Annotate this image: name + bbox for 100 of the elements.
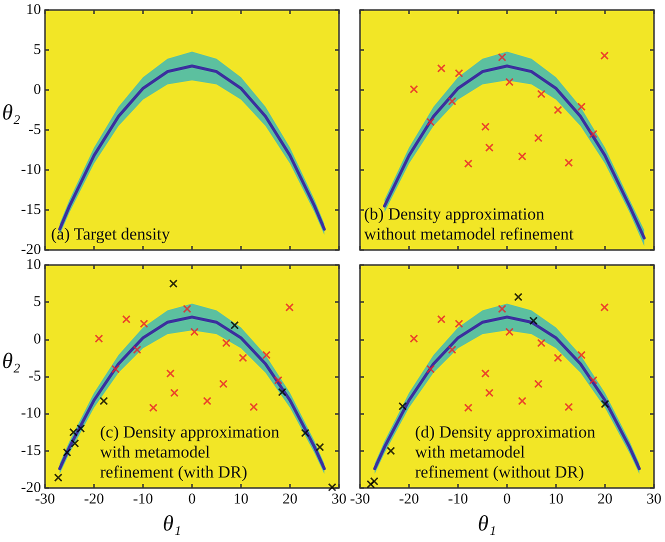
point	[100, 397, 108, 406]
y-tick-label: -15	[21, 202, 41, 218]
y-tick-label: 10	[26, 257, 41, 273]
point	[437, 64, 446, 72]
point	[166, 370, 174, 378]
point	[529, 316, 538, 325]
point	[554, 354, 562, 362]
point	[76, 424, 85, 433]
x-tick-label: -30	[350, 492, 370, 508]
point	[577, 102, 586, 111]
point	[554, 106, 562, 114]
point	[230, 321, 239, 330]
x-tick-label: -20	[399, 492, 419, 508]
point	[454, 69, 463, 78]
point	[589, 130, 598, 138]
point	[219, 380, 228, 388]
point	[398, 402, 407, 410]
y-tick-label: 0	[34, 82, 41, 98]
x-tick-label: 10	[548, 492, 564, 508]
point	[481, 122, 490, 131]
x-tick-label: -10	[133, 492, 153, 508]
point	[564, 402, 573, 411]
point	[63, 448, 72, 456]
y-tick-label: -10	[21, 162, 41, 178]
point	[70, 439, 79, 448]
point	[601, 400, 609, 408]
point	[316, 443, 324, 452]
point	[170, 388, 178, 397]
point	[112, 365, 120, 374]
y-tick-label: 0	[34, 331, 41, 348]
point	[133, 346, 142, 354]
annotation: (b) Density approximation without metamodel refinement	[364, 204, 574, 244]
point	[190, 328, 198, 336]
x-tick-label: 30	[646, 492, 662, 508]
point	[274, 376, 282, 384]
point	[537, 339, 546, 348]
point	[183, 304, 192, 313]
point	[464, 404, 472, 412]
point	[498, 53, 506, 62]
y-tick-label: 5	[34, 294, 41, 310]
y-tick-label: 5	[34, 42, 41, 58]
point	[505, 78, 514, 86]
point	[600, 52, 609, 60]
point	[448, 97, 456, 106]
y-tick-label: 10	[26, 2, 41, 18]
point	[301, 428, 310, 437]
y-tick-label: -15	[21, 442, 41, 459]
point	[410, 85, 418, 94]
point	[366, 480, 375, 488]
point	[448, 346, 456, 354]
point	[534, 380, 542, 388]
x-tick-label: 30	[332, 492, 346, 508]
y-tick-label: -5	[28, 122, 41, 138]
point	[577, 350, 586, 359]
x-axis-title: θ₁	[478, 510, 496, 536]
point	[94, 334, 103, 343]
point	[485, 388, 494, 397]
point	[485, 144, 494, 152]
point	[589, 376, 598, 384]
x-axis-title: θ₁	[162, 510, 182, 536]
point	[238, 354, 247, 362]
y-axis-title: θ₂	[2, 100, 21, 125]
point	[537, 90, 546, 98]
point	[222, 339, 230, 348]
point	[426, 118, 435, 126]
point	[534, 134, 542, 142]
point	[69, 428, 78, 436]
y-tick-label: -5	[28, 368, 41, 384]
point	[498, 304, 506, 313]
point	[169, 280, 178, 288]
annotation: (d) Density approximation with metamodel refinement (without DR)	[415, 422, 596, 482]
point	[426, 365, 435, 374]
point	[564, 158, 573, 167]
x-tick-label: 0	[188, 492, 196, 508]
point	[54, 474, 62, 482]
point	[122, 315, 130, 324]
point	[518, 397, 526, 406]
point	[464, 160, 472, 168]
x-tick-label: 0	[503, 492, 511, 508]
point	[278, 388, 286, 396]
point	[437, 315, 446, 324]
y-tick-label: -20	[21, 242, 41, 258]
point	[250, 402, 258, 411]
y-axis-title: θ₂	[2, 348, 21, 374]
point	[140, 320, 148, 328]
annotation: (a) Target density	[51, 224, 171, 244]
x-tick-label: 10	[234, 492, 248, 508]
point	[410, 334, 418, 343]
y-tick-label: -10	[21, 406, 41, 422]
point	[203, 397, 212, 406]
point	[386, 446, 395, 455]
point	[518, 152, 526, 160]
point	[149, 404, 158, 412]
point	[454, 320, 463, 328]
point	[328, 483, 336, 492]
x-tick-label: -20	[84, 492, 104, 508]
point	[505, 328, 514, 336]
point	[514, 292, 522, 301]
x-tick-label: 20	[282, 492, 298, 508]
point	[481, 370, 490, 378]
